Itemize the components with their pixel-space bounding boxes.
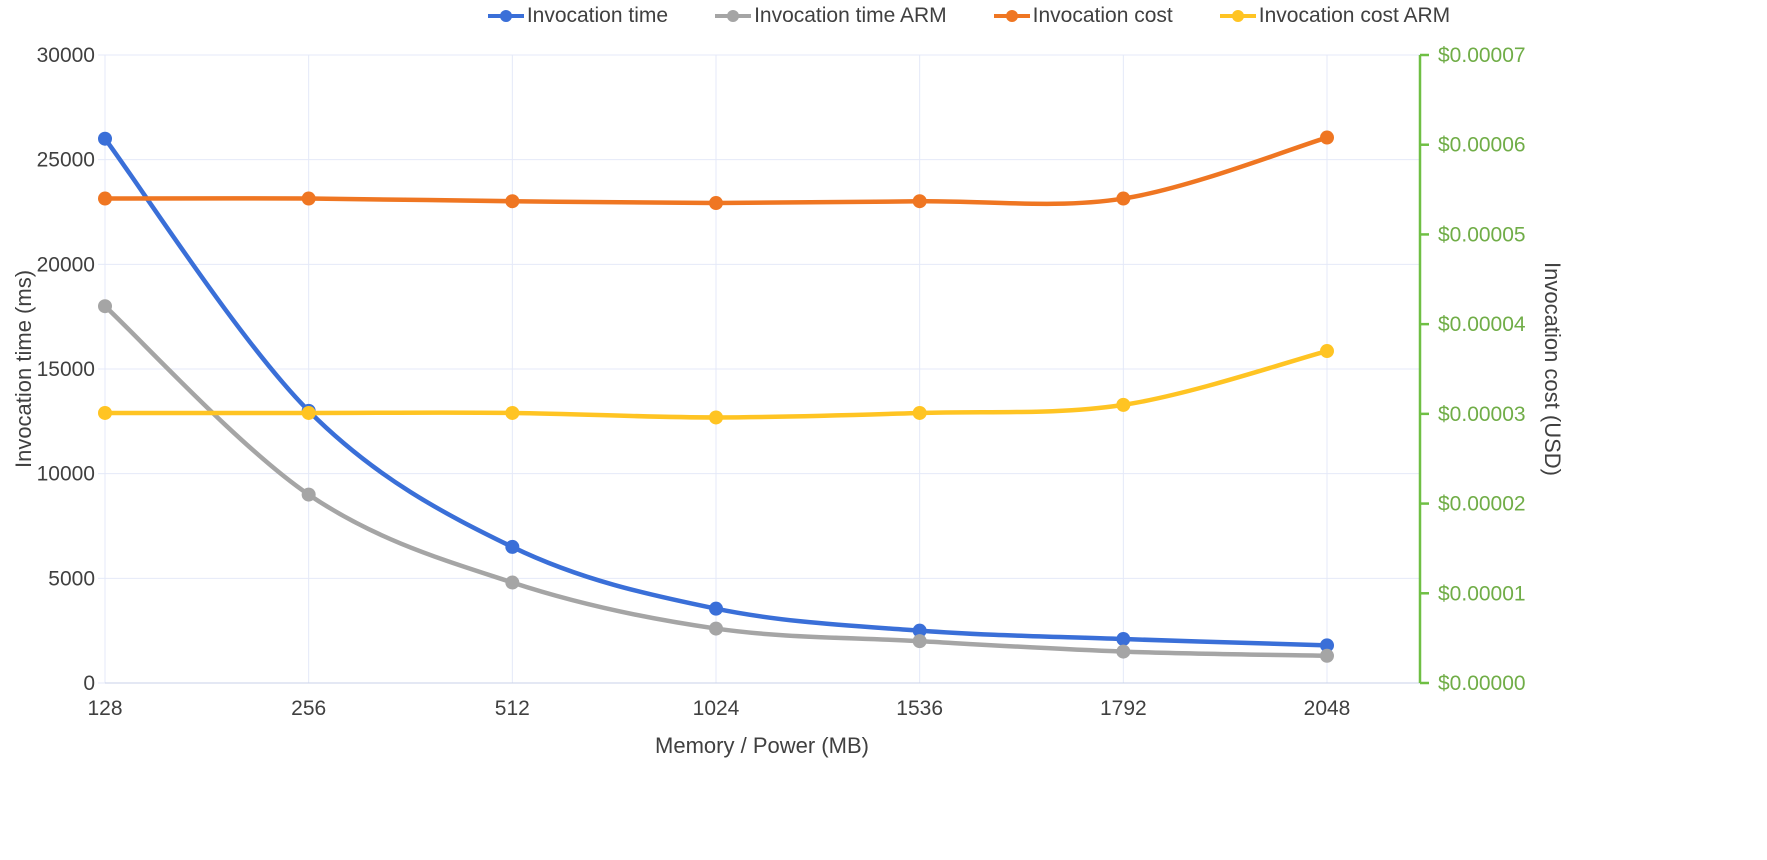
left-axis-tick-label: 25000	[37, 149, 95, 172]
data-point-invocation-cost	[505, 194, 520, 209]
left-axis-tick-label: 0	[83, 672, 95, 695]
legend-line-marker-icon	[1219, 9, 1257, 23]
left-axis-tick-label: 20000	[37, 253, 95, 276]
left-axis-tick-label: 10000	[37, 463, 95, 486]
data-point-invocation-cost-arm	[912, 405, 927, 420]
data-point-invocation-cost-arm	[709, 410, 723, 425]
left-axis-tick-label: 15000	[37, 358, 95, 381]
x-axis-tick-label: 256	[291, 697, 326, 720]
data-point-invocation-cost	[1320, 130, 1334, 145]
right-axis-tick-label: $0.00003	[1438, 403, 1526, 426]
data-point-invocation-cost	[709, 196, 723, 211]
legend-line-marker-icon	[487, 9, 525, 23]
legend-label: Invocation time	[526, 4, 669, 27]
data-point-invocation-cost	[98, 191, 112, 206]
left-axis-title: Invocation time (ms)	[11, 269, 36, 469]
right-axis-tick-label: $0.00007	[1438, 44, 1526, 67]
x-axis-tick-label: 1792	[1100, 697, 1147, 720]
legend-item-invocation-time-arm[interactable]: Invocation time ARM	[714, 3, 947, 29]
legend-item-invocation-cost-arm[interactable]: Invocation cost ARM	[1219, 3, 1450, 29]
data-point-invocation-time-arm	[301, 487, 316, 502]
legend-label: Invocation cost	[1032, 4, 1173, 27]
legend-line-marker-icon	[993, 9, 1031, 23]
data-point-invocation-cost-arm	[505, 405, 520, 420]
x-axis-title: Memory / Power (MB)	[655, 733, 869, 758]
data-point-invocation-cost	[301, 191, 316, 206]
legend-line-marker-icon	[714, 9, 752, 23]
legend-item-invocation-cost[interactable]: Invocation cost	[993, 3, 1173, 29]
data-point-invocation-time	[709, 601, 723, 616]
legend-label: Invocation time ARM	[754, 4, 947, 27]
right-axis-tick-label: $0.00000	[1438, 672, 1526, 695]
data-point-invocation-time-arm	[1116, 644, 1131, 659]
right-axis-tick-label: $0.00005	[1438, 223, 1526, 246]
data-point-invocation-time-arm	[505, 575, 520, 590]
data-point-invocation-time	[1116, 632, 1131, 647]
x-axis-tick-label: 128	[87, 697, 122, 720]
chart-legend: Invocation time Invocation time ARM Invo…	[0, 3, 1767, 29]
data-point-invocation-time	[912, 623, 927, 638]
x-axis-tick-label: 2048	[1304, 697, 1351, 720]
x-axis-tick-label: 1536	[896, 697, 943, 720]
data-point-invocation-cost-arm	[1320, 344, 1334, 359]
right-axis-tick-label: $0.00001	[1438, 582, 1526, 605]
right-axis-title: Invocation cost (USD)	[1540, 262, 1565, 476]
right-axis-tick-label: $0.00006	[1438, 134, 1526, 157]
x-axis-tick-label: 512	[495, 697, 530, 720]
left-axis-tick-label: 5000	[48, 567, 95, 590]
data-point-invocation-time-arm	[1320, 648, 1334, 663]
data-point-invocation-cost	[1116, 191, 1131, 206]
data-point-invocation-time-arm	[709, 621, 723, 636]
data-point-invocation-time	[1320, 638, 1334, 653]
legend-item-invocation-time[interactable]: Invocation time	[487, 3, 668, 29]
data-point-invocation-time-arm	[98, 299, 112, 314]
data-point-invocation-cost-arm	[1116, 397, 1131, 412]
right-axis-tick-label: $0.00004	[1438, 313, 1526, 336]
data-point-invocation-cost-arm	[98, 405, 112, 420]
data-point-invocation-cost-arm	[301, 405, 316, 420]
right-axis-tick-label: $0.00002	[1438, 493, 1526, 516]
x-axis-tick-label: 1024	[693, 697, 740, 720]
data-point-invocation-time	[505, 539, 520, 554]
legend-label: Invocation cost ARM	[1258, 4, 1451, 27]
data-point-invocation-cost	[912, 194, 927, 209]
data-point-invocation-time	[98, 131, 112, 146]
data-point-invocation-time-arm	[912, 634, 927, 649]
left-axis-tick-label: 30000	[37, 44, 95, 67]
